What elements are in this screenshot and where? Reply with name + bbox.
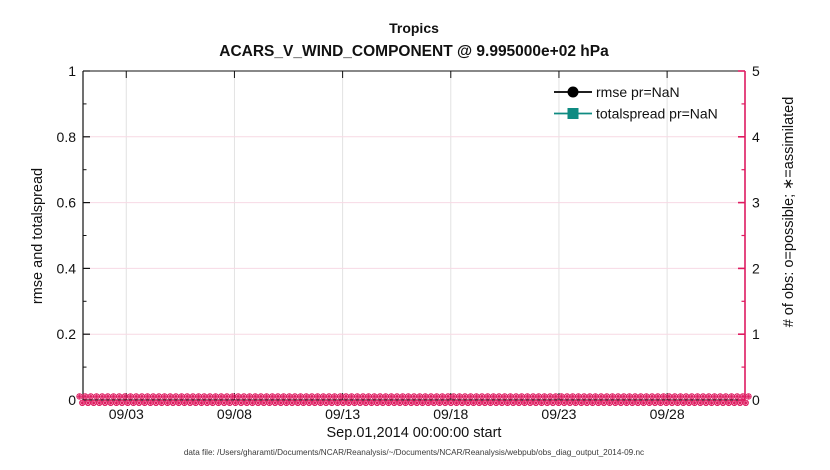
obs-marker [742,399,749,406]
y-left-tick-label: 1 [68,63,76,79]
obs-count-marker-band [76,393,752,406]
x-tick-label: 09/03 [109,406,144,422]
obs-marker-asterisks [76,393,752,406]
x-tick-label: 09/18 [433,406,468,422]
legend-entry-rmse: rmse pr=NaN [554,84,680,100]
legend-marker-circle-icon [567,86,579,98]
y-right-tick-label: 1 [752,326,760,342]
chart-subtitle: ACARS_V_WIND_COMPONENT @ 9.995000e+02 hP… [219,43,609,60]
x-tick-label: 09/13 [325,406,360,422]
y-right-tick-label: 0 [752,392,760,408]
y-right-tick-label: 5 [752,63,760,79]
chart-title: Tropics [389,20,439,36]
y-left-tick-label: 0.8 [57,129,77,145]
gridlines [83,71,745,400]
tick-labels: 0 0.2 0.4 0.6 0.8 1 0 1 2 3 4 5 09/03 09/08 09/13 09/18… [57,63,760,422]
y-left-tick-label: 0.4 [57,260,77,276]
y-axis-label-left: rmse and totalspread [30,168,46,304]
legend-marker-square-icon [567,108,579,119]
y-left-tick-label: 0.6 [57,195,77,211]
x-tick-label: 09/08 [217,406,252,422]
legend-entry-totalspread: totalspread pr=NaN [554,106,718,122]
obs-marker [745,393,752,400]
y-right-tick-label: 4 [752,129,760,145]
y-left-tick-label: 0.2 [57,326,77,342]
legend: rmse pr=NaN totalspread pr=NaN [554,84,718,122]
legend-label-rmse: rmse pr=NaN [596,84,680,100]
y-right-tick-label: 3 [752,195,760,211]
x-tick-label: 09/28 [650,406,685,422]
y-right-tick-label: 2 [752,260,760,276]
x-tick-label: 09/23 [541,406,576,422]
legend-label-totalspread: totalspread pr=NaN [596,106,718,122]
datafile-note: data file: /Users/gharamti/Documents/NCA… [184,448,644,457]
y-left-tick-label: 0 [68,392,76,408]
y-axis-label-right: # of obs: o=possible; ∗=assimilated [781,97,797,328]
x-axis-label: Sep.01,2014 00:00:00 start [327,425,502,441]
